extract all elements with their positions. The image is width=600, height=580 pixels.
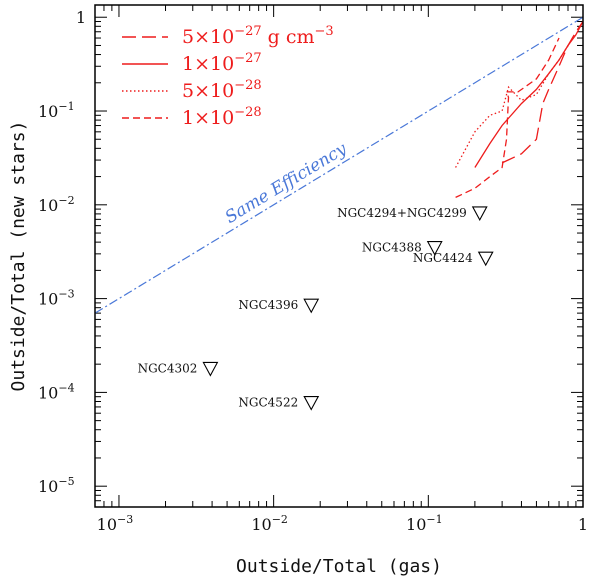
legend-text-part: −27 [234, 51, 261, 66]
legend-text-part: −28 [234, 105, 261, 120]
series-line-1 [501, 21, 584, 164]
same-efficiency-line [94, 16, 584, 314]
galaxy-marker [477, 251, 494, 267]
legend-text-part: 1×10 [182, 107, 234, 129]
y-axis-title: Outside/Total (new stars) [8, 121, 29, 392]
y-tick-label-mantissa: 10 [38, 383, 58, 402]
galaxy-marker [303, 395, 320, 411]
galaxy-label: NGC4424 [413, 251, 473, 265]
y-tick-label-exponent: −3 [58, 288, 74, 301]
series-line-2 [474, 21, 584, 168]
y-tick-label-mantissa: 10 [38, 102, 58, 121]
galaxy-label: NGC4302 [138, 361, 198, 375]
legend-text-part: −3 [315, 24, 334, 39]
y-tick-label-mantissa: 10 [38, 290, 58, 309]
x-tick-label-exponent: −1 [426, 513, 442, 526]
legend-text-part: −28 [234, 78, 261, 93]
galaxy-marker [202, 361, 219, 377]
legend-text-part: 5×10 [182, 26, 234, 48]
y-tick-label-exponent: −1 [58, 100, 74, 113]
galaxy-label: NGC4388 [362, 241, 422, 255]
x-axis-title: Outside/Total (gas) [236, 556, 442, 577]
y-tick-label-mantissa: 10 [38, 477, 58, 496]
plot-frame [94, 4, 584, 508]
y-tick-label-exponent: −4 [58, 381, 74, 394]
legend-text-part: −27 [234, 24, 261, 39]
y-tick-label-mantissa: 10 [38, 196, 58, 215]
galaxy-marker [426, 241, 443, 256]
x-tick-label-mantissa: 10 [406, 515, 426, 534]
y-tick-label: 10−1 [38, 100, 75, 121]
galaxy-marker [303, 298, 320, 314]
series-line-4 [455, 37, 560, 198]
x-tick-label: 10−1 [406, 513, 443, 534]
y-tick-label: 10−5 [38, 475, 75, 496]
y-tick-label: 10−4 [38, 381, 75, 402]
legend-entry-1: 5×10−27 g cm−3 [182, 24, 334, 48]
legend-text-part: 5×10 [182, 80, 234, 102]
galaxy-label: NGC4396 [238, 298, 298, 312]
x-tick-label-exponent: −3 [117, 513, 133, 526]
y-tick-label-exponent: −5 [58, 475, 74, 488]
y-tick-label: 1 [76, 8, 86, 27]
x-tick-label-mantissa: 1 [578, 515, 588, 534]
y-tick-label: 10−3 [38, 288, 75, 309]
x-tick-label: 1 [578, 515, 588, 534]
galaxy-marker [471, 206, 488, 222]
legend-entry-2: 1×10−27 [182, 51, 262, 75]
galaxy-label: NGC4522 [238, 396, 298, 410]
legend-text-part: 1×10 [182, 53, 234, 75]
x-tick-label-mantissa: 10 [251, 515, 271, 534]
legend-entry-4: 1×10−28 [182, 105, 262, 129]
x-tick-label: 10−2 [251, 513, 288, 534]
x-tick-label-exponent: −2 [272, 513, 288, 526]
y-tick-label: 10−2 [38, 194, 75, 215]
x-tick-label-mantissa: 10 [97, 515, 117, 534]
legend-text-part: g cm [262, 26, 315, 48]
y-tick-label-exponent: −2 [58, 194, 74, 207]
legend-entry-3: 5×10−28 [182, 78, 262, 102]
galaxy-label: NGC4294+NGC4299 [337, 206, 467, 220]
y-tick-label-mantissa: 1 [76, 8, 86, 27]
x-tick-label: 10−3 [97, 513, 134, 534]
